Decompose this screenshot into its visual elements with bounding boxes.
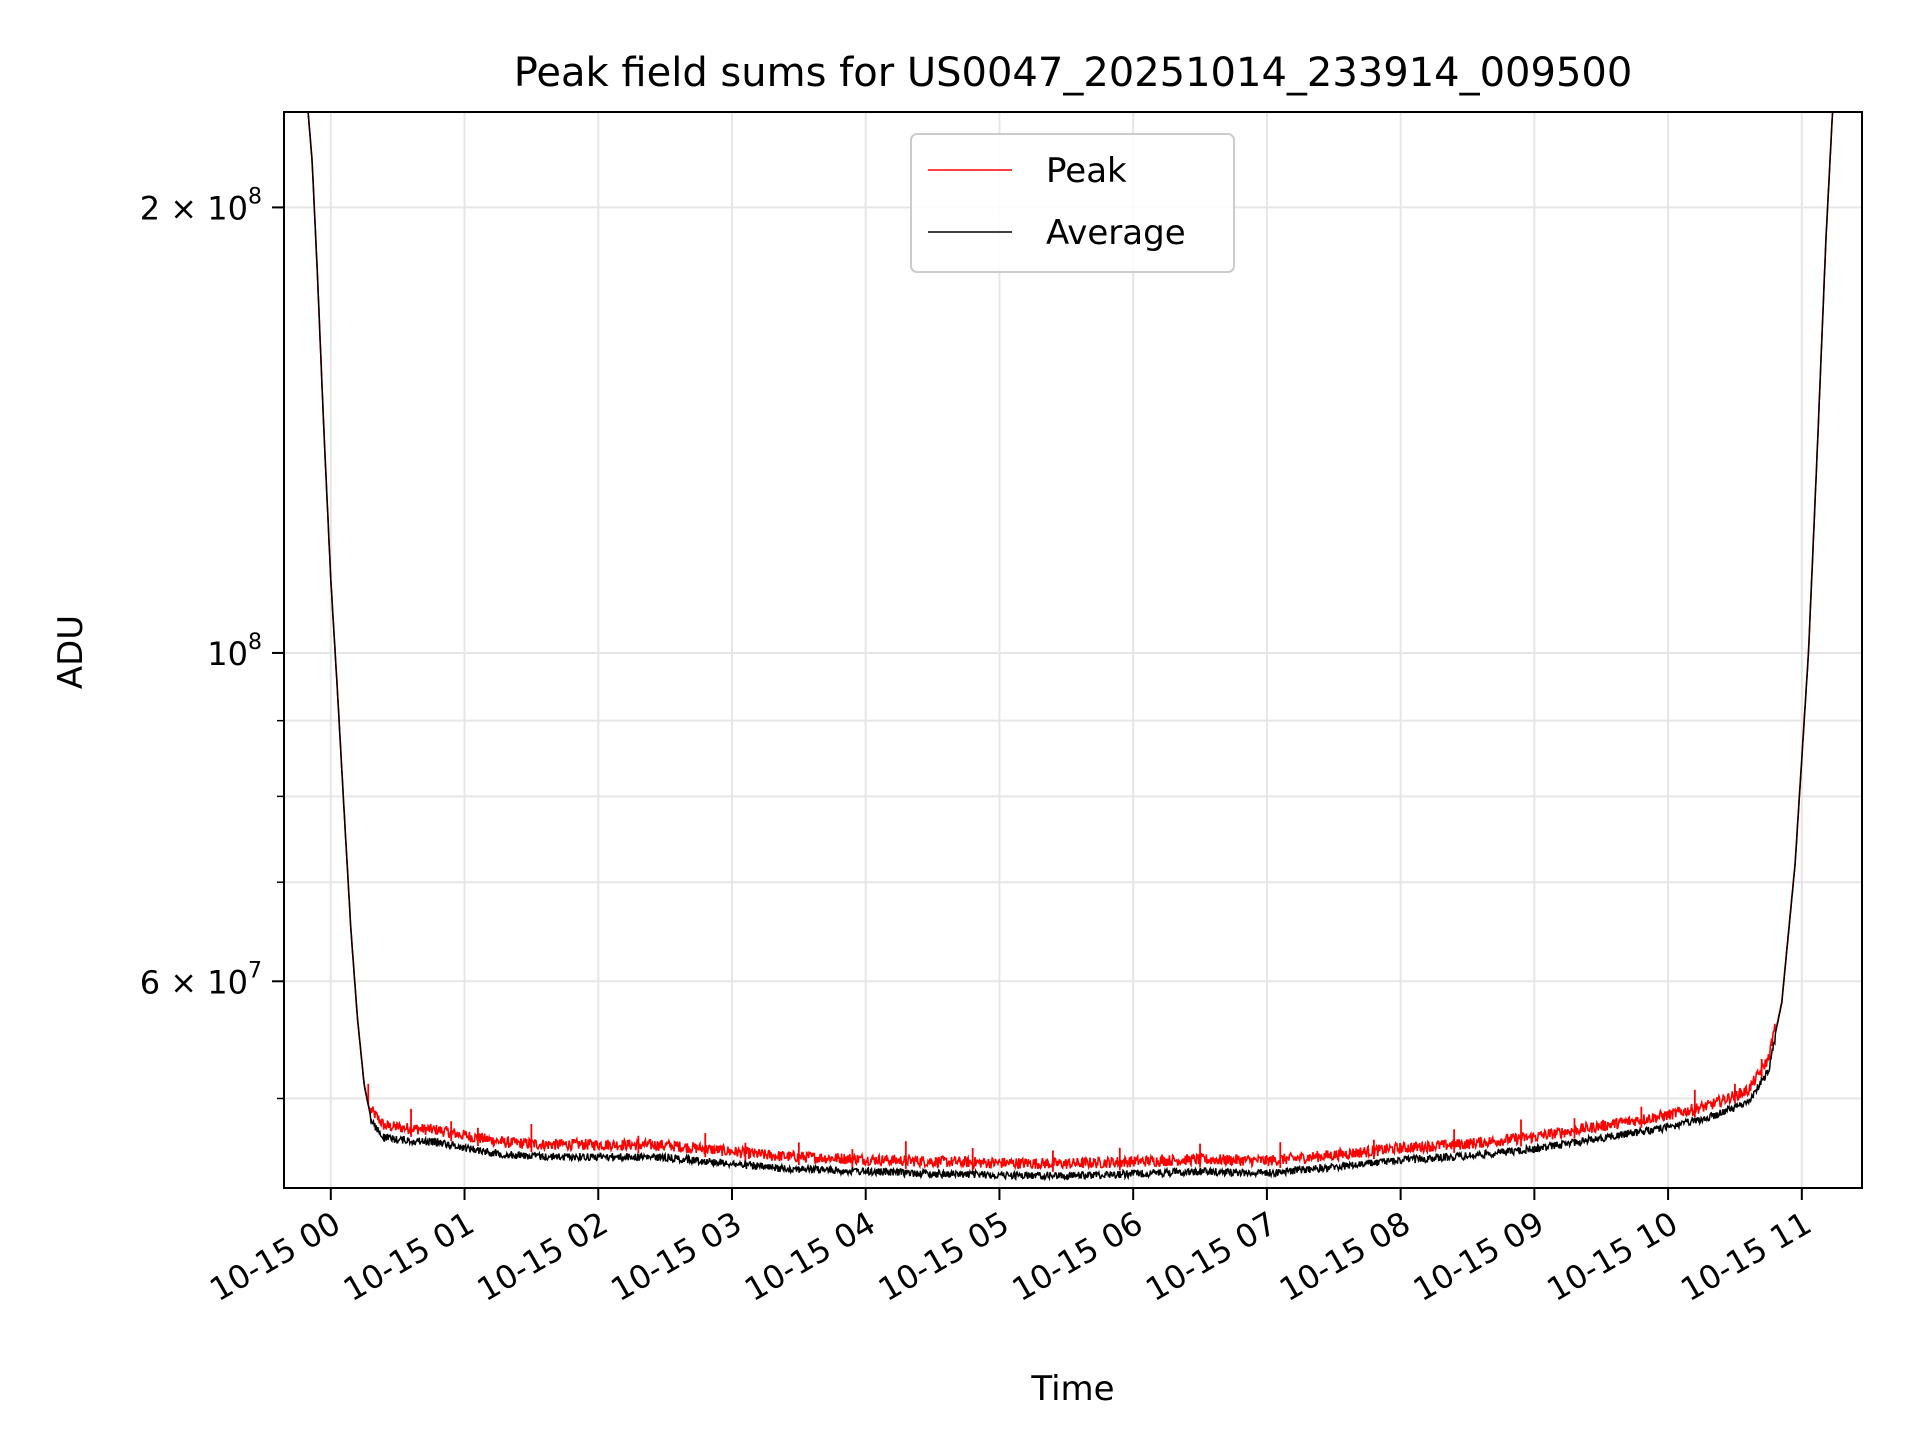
chart-title: Peak field sums for US0047_20251014_2339… bbox=[514, 50, 1633, 96]
y-axis-label: ADU bbox=[51, 615, 91, 689]
legend-peak-label: Peak bbox=[1046, 151, 1127, 191]
legend: Peak Average bbox=[910, 133, 1235, 273]
y-tick-label: 108 bbox=[207, 630, 262, 673]
peak-line bbox=[307, 111, 1834, 1171]
average-line bbox=[307, 111, 1834, 1182]
y-tick-label: 6 × 107 bbox=[140, 958, 262, 1001]
x-axis-label: Time bbox=[1030, 1369, 1114, 1409]
series-peak bbox=[307, 111, 1834, 1172]
legend-average-label: Average bbox=[1046, 213, 1186, 253]
legend-box bbox=[910, 133, 1235, 273]
plot-frame bbox=[283, 111, 1863, 1189]
y-axis-ticks: 2 × 108 108 6 × 107 bbox=[140, 184, 284, 1100]
y-tick-label: 2 × 108 bbox=[140, 184, 262, 227]
grid-lines bbox=[284, 112, 1862, 1188]
series-average bbox=[307, 111, 1834, 1182]
